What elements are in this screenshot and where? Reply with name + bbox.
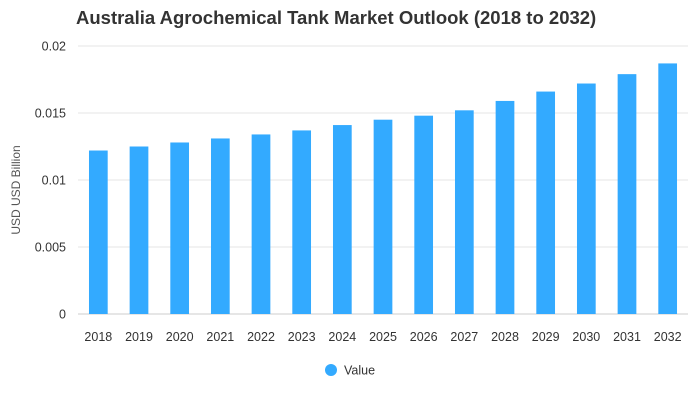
x-tick-label: 2032 <box>654 330 682 344</box>
x-tick-label: 2023 <box>288 330 316 344</box>
y-tick-label: 0.01 <box>42 174 66 188</box>
bar-2021[interactable] <box>210 138 230 314</box>
y-axis-ticks: 0 0.005 0.01 0.015 0.02 <box>35 40 66 322</box>
x-tick-label: 2019 <box>125 330 153 344</box>
bar-2032[interactable] <box>658 63 678 314</box>
x-tick-label: 2025 <box>369 330 397 344</box>
x-tick-label: 2029 <box>532 330 560 344</box>
bar-2020[interactable] <box>170 142 190 314</box>
bar-2022[interactable] <box>251 134 271 314</box>
y-tick-label: 0.015 <box>35 107 66 121</box>
y-tick-label: 0.005 <box>35 241 66 255</box>
bar-2027[interactable] <box>454 110 474 314</box>
x-tick-label: 2027 <box>450 330 478 344</box>
x-axis-ticks: 2018 2019 2020 2021 2022 2023 2024 2025 2026 2027… <box>84 330 681 344</box>
x-tick-label: 2031 <box>613 330 641 344</box>
bar-2028[interactable] <box>495 100 515 314</box>
chart-title: Australia Agrochemical Tank Market Outlo… <box>76 7 597 28</box>
y-axis-title: USD USD Billion <box>9 145 23 234</box>
bar-2029[interactable] <box>536 91 556 314</box>
bars <box>88 63 678 315</box>
bar-2026[interactable] <box>414 115 434 315</box>
legend-label-value: Value <box>344 364 375 378</box>
bar-2024[interactable] <box>332 125 352 314</box>
legend[interactable]: Value <box>325 364 375 378</box>
x-tick-label: 2021 <box>206 330 234 344</box>
bar-2030[interactable] <box>576 83 596 315</box>
y-tick-label: 0.02 <box>42 40 66 54</box>
x-tick-label: 2022 <box>247 330 275 344</box>
bar-2019[interactable] <box>129 146 149 315</box>
x-tick-label: 2018 <box>84 330 112 344</box>
bar-2023[interactable] <box>292 130 312 314</box>
legend-marker-value <box>325 364 337 376</box>
x-tick-label: 2020 <box>166 330 194 344</box>
y-tick-label: 0 <box>59 308 66 322</box>
x-tick-label: 2028 <box>491 330 519 344</box>
bar-2025[interactable] <box>373 119 393 314</box>
x-tick-label: 2024 <box>328 330 356 344</box>
bar-2018[interactable] <box>88 150 108 314</box>
x-tick-label: 2030 <box>572 330 600 344</box>
x-tick-label: 2026 <box>410 330 438 344</box>
bar-2031[interactable] <box>617 74 637 314</box>
